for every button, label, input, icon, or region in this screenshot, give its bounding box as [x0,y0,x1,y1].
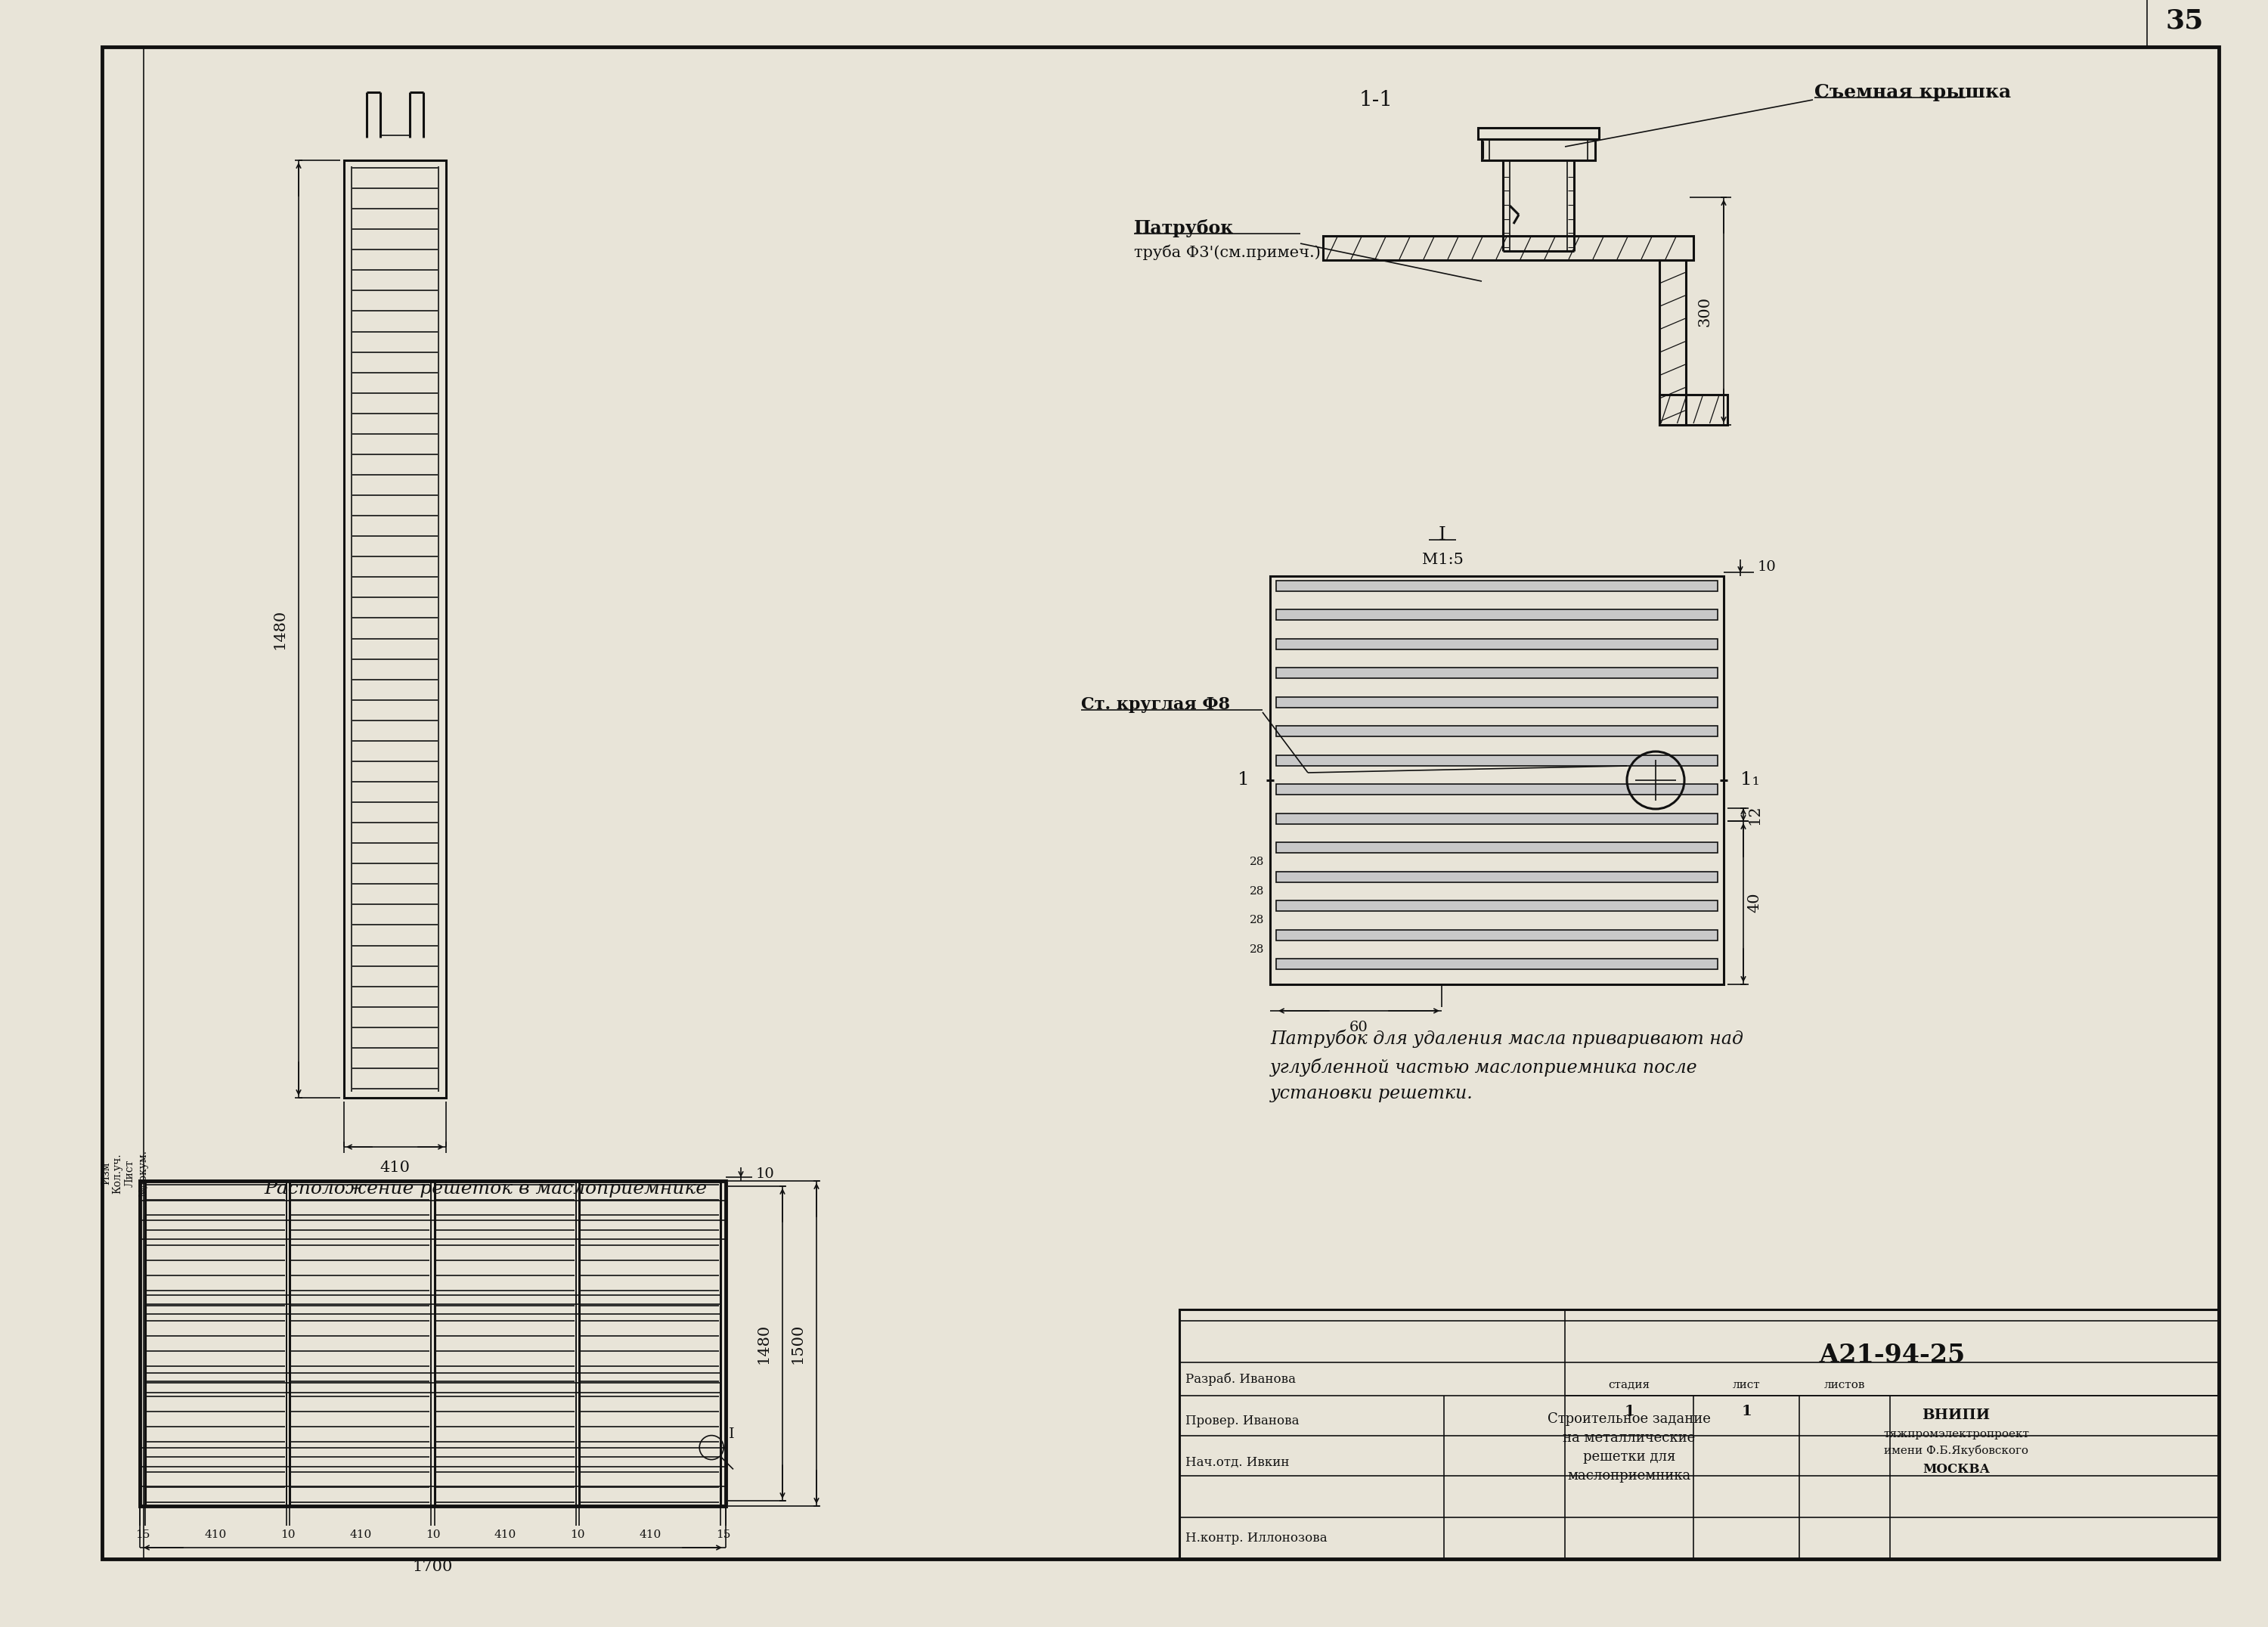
Bar [1277,639,1717,649]
Text: 1500: 1500 [789,1323,805,1363]
Text: 15: 15 [136,1529,150,1541]
Text: тяжпромэлектропроект: тяжпромэлектропроект [1882,1429,2030,1440]
Text: 15: 15 [717,1529,730,1541]
Bar [1277,900,1717,911]
Text: Расположение решеток в маслоприемнике: Расположение решеток в маслоприемнике [263,1180,708,1197]
Bar [141,1181,726,1507]
Bar [1277,610,1717,620]
Text: 1: 1 [1238,771,1250,789]
Text: I: I [1438,526,1447,543]
Text: Лист: Лист [125,1160,136,1188]
Bar [1277,726,1717,737]
Text: 410: 410 [349,1529,372,1541]
Bar [1277,814,1717,823]
Text: лист: лист [1733,1380,1760,1391]
Text: стадия: стадия [1608,1380,1651,1391]
Text: имени Ф.Б.Якубовского: имени Ф.Б.Якубовского [1885,1445,2028,1456]
Text: 28: 28 [1250,944,1263,955]
Text: I: I [728,1429,735,1442]
Text: Изм: Изм [100,1162,111,1184]
Text: 12: 12 [1746,805,1762,825]
Text: Патрубок для удаления масла приваривают над
углубленной частью маслоприемника по: Патрубок для удаления масла приваривают … [1270,1030,1744,1103]
Text: Нач.отд. Ивкин: Нач.отд. Ивкин [1186,1456,1288,1469]
Text: 300: 300 [1696,296,1712,327]
Text: 410: 410 [379,1162,411,1175]
Bar [102,47,143,1559]
Text: А21-94-25: А21-94-25 [1819,1342,1966,1367]
Text: 28: 28 [1250,914,1263,926]
Text: 10: 10 [1758,560,1776,574]
Bar [345,161,447,1098]
Text: 1: 1 [1624,1404,1635,1419]
Text: 1480: 1480 [755,1323,771,1363]
Text: 40: 40 [1746,893,1762,913]
Bar [1277,581,1717,591]
Text: Патрубок: Патрубок [1134,220,1234,238]
Bar [1660,260,1685,425]
Text: маслоприемника: маслоприемника [1567,1469,1692,1482]
Text: 1: 1 [1742,1404,1751,1419]
Bar [1481,140,1594,161]
Text: листов: листов [1823,1380,1864,1391]
Text: Н.контр. Иллонозова: Н.контр. Иллонозова [1186,1531,1327,1544]
Text: М1:5: М1:5 [1422,552,1463,566]
Text: 10: 10 [281,1529,295,1541]
Bar [1479,129,1599,140]
Bar [1277,929,1717,940]
Text: 1480: 1480 [272,608,286,649]
Text: 60: 60 [1349,1020,1368,1035]
Text: 10: 10 [569,1529,585,1541]
Bar [1277,843,1717,853]
Text: 35: 35 [2166,8,2204,33]
Text: Разраб. Иванова: Разраб. Иванова [1186,1373,1295,1386]
Bar [1179,1310,2218,1559]
Text: ВНИПИ: ВНИПИ [1921,1409,1991,1422]
Text: 28: 28 [1250,887,1263,896]
Bar [1277,784,1717,794]
Bar [1277,667,1717,678]
Bar [1322,236,1694,260]
Text: труба Ф3'(см.примеч.): труба Ф3'(см.примеч.) [1134,244,1320,260]
Text: 1₁: 1₁ [1740,771,1760,789]
Text: на металлические: на металлические [1563,1432,1696,1445]
Text: Ст. круглая Ф8: Ст. круглая Ф8 [1082,696,1229,713]
Bar [1277,872,1717,882]
Bar [1277,755,1717,766]
Bar [1270,576,1724,984]
Text: Кол.уч.: Кол.уч. [111,1154,122,1194]
Bar [1277,958,1717,970]
Text: решетки для: решетки для [1583,1450,1676,1464]
Text: МОСКВА: МОСКВА [1923,1463,1989,1476]
Text: 1-1: 1-1 [1359,89,1393,111]
Bar [1660,395,1728,425]
Text: 410: 410 [640,1529,660,1541]
Bar [1277,696,1717,708]
Text: Строительное задание: Строительное задание [1547,1412,1710,1425]
Text: 10: 10 [755,1167,776,1181]
Text: 1700: 1700 [413,1559,454,1573]
Text: Съемная крышка: Съемная крышка [1814,83,2012,101]
Text: 10: 10 [426,1529,440,1541]
Text: 28: 28 [1250,857,1263,867]
Text: 410: 410 [494,1529,517,1541]
Text: №докум.: №докум. [138,1150,147,1197]
Text: 410: 410 [204,1529,227,1541]
Text: Провер. Иванова: Провер. Иванова [1186,1414,1300,1427]
